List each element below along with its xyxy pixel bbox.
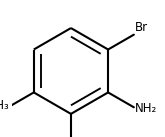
Text: NH₂: NH₂: [135, 102, 157, 115]
Text: Br: Br: [135, 21, 148, 34]
Text: CH₃: CH₃: [0, 99, 10, 112]
